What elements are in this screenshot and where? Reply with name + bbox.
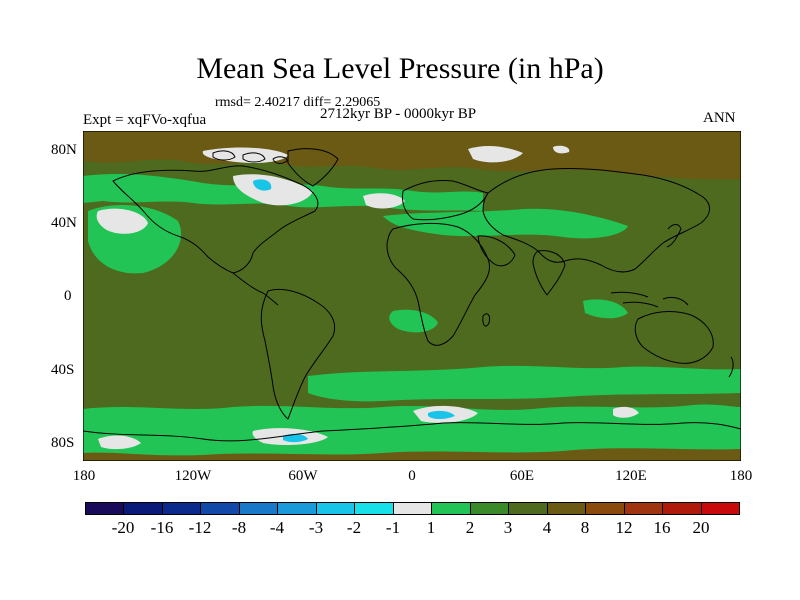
colorbar-label: 2	[465, 518, 475, 537]
colorbar-label: -12	[188, 518, 212, 537]
colorbar-label: -20	[111, 518, 135, 537]
lon-label-0: 0	[408, 468, 416, 484]
pressure-map	[83, 131, 741, 461]
lat-label-40n: 40N	[51, 215, 77, 231]
colorbar-label: -4	[269, 518, 285, 537]
lon-label-60e: 60E	[509, 468, 535, 484]
season-label: ANN	[703, 110, 736, 126]
light-green-zones	[83, 173, 741, 456]
colorbar-label: -3	[308, 518, 324, 537]
colorbar-label: -8	[231, 518, 247, 537]
colorbar-label: 12	[615, 518, 633, 537]
colorbar-swatch	[624, 503, 664, 514]
colorbar-swatch	[663, 503, 702, 514]
colorbar-swatch	[201, 503, 240, 514]
colorbar-label: -16	[150, 518, 174, 537]
lon-label-120e: 120E	[615, 468, 647, 484]
lon-label-180e: 180	[729, 468, 753, 484]
colorbar-label: 1	[426, 518, 436, 537]
near-zero-regions	[96, 145, 639, 450]
colorbar-swatch	[278, 503, 317, 514]
colorbar-label: 3	[503, 518, 513, 537]
lon-label-180w: 180	[72, 468, 96, 484]
colorbar-swatch	[547, 503, 587, 514]
lat-label-0: 0	[64, 288, 72, 304]
colorbar-label: 8	[580, 518, 590, 537]
lon-label-60w: 60W	[288, 468, 318, 484]
colorbar-swatch	[586, 503, 625, 514]
colorbar-label: -1	[385, 518, 401, 537]
negative-anomaly-spots	[253, 179, 455, 443]
arctic-high-region	[83, 131, 741, 180]
colorbar-swatch	[355, 503, 394, 514]
colorbar-swatch	[316, 503, 356, 514]
colorbar-swatch	[86, 503, 125, 514]
colorbar	[85, 502, 740, 515]
period-subtitle: 2712kyr BP - 0000kyr BP	[320, 106, 477, 122]
colorbar-swatch	[470, 503, 510, 514]
colorbar-label: 16	[653, 518, 671, 537]
colorbar-swatch	[162, 503, 202, 514]
coastlines	[83, 148, 741, 442]
colorbar-swatch	[432, 503, 471, 514]
stats-label: rmsd= 2.40217 diff= 2.29065	[215, 95, 381, 110]
experiment-label: Expt = xqFVo-xqfua	[83, 112, 207, 128]
colorbar-swatch	[701, 503, 739, 514]
lat-label-80n: 80N	[51, 142, 77, 158]
colorbar-label: -2	[346, 518, 362, 537]
lat-label-80s: 80S	[51, 435, 75, 451]
lon-label-120w: 120W	[174, 468, 212, 484]
chart-title: Mean Sea Level Pressure (in hPa)	[196, 52, 604, 85]
colorbar-swatch	[509, 503, 548, 514]
colorbar-label: 4	[542, 518, 552, 537]
colorbar-swatch	[239, 503, 279, 514]
colorbar-label: 20	[692, 518, 710, 537]
colorbar-swatch	[124, 503, 163, 514]
lat-label-40s: 40S	[51, 362, 75, 378]
colorbar-swatch	[393, 503, 433, 514]
